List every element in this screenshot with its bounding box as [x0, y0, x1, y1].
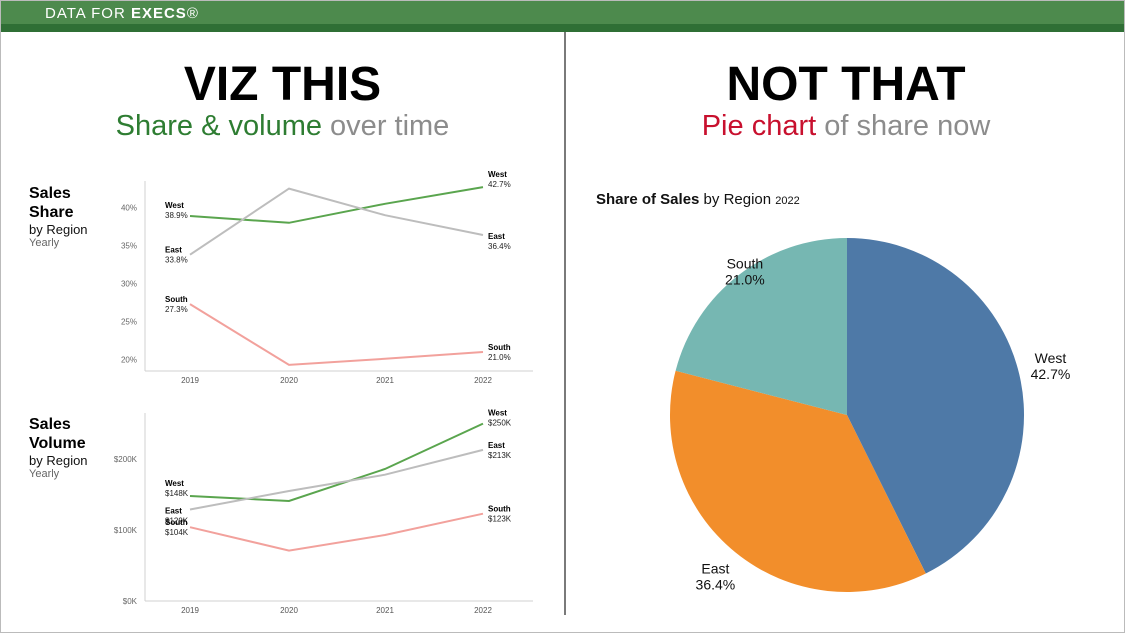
share-series-west-line: [189, 186, 484, 224]
volume-south-start-name: South: [165, 518, 188, 527]
share-series-south-line: [189, 303, 484, 366]
pie-title-rest: by Region: [699, 191, 776, 208]
pie-south-value: 21.0%: [725, 272, 765, 288]
share-line-chart: 20%25%30%35%40%2019 2020 2021 2022West38.9%…: [121, 170, 533, 385]
pie-slice-west: [847, 237, 1025, 574]
share-south-start-name: South: [165, 295, 188, 304]
pie-west-name: West: [1035, 350, 1067, 366]
volume-south-end-value: $123K: [488, 515, 512, 524]
brand-mark: ®: [186, 5, 199, 22]
share-east-start-name: East: [165, 246, 182, 255]
right-headline: NOT THAT: [726, 58, 966, 111]
volume-y-tick-label: $200K: [114, 455, 138, 464]
share-east-end-value: 36.4%: [488, 242, 511, 251]
volume-x-tick-label: 2021: [376, 606, 394, 615]
pie-south-name: South: [727, 256, 764, 272]
volume-series-south-line: [189, 512, 484, 552]
volume-y-tick-label: $0K: [123, 597, 138, 606]
brand-logo: DATA FOR EXECS®: [45, 5, 199, 22]
volume-series-east-line: [189, 448, 484, 511]
volume-title-line2: Volume: [29, 435, 86, 452]
volume-east-end-name: East: [488, 441, 505, 450]
share-title-line1: Sales: [29, 185, 71, 202]
volume-chart-title: Sales Volume: [29, 415, 86, 453]
volume-series-west-line: [189, 422, 484, 503]
share-chart-subtitle: by Region: [29, 222, 88, 237]
volume-east-start-value: $129K: [165, 516, 189, 525]
volume-east-start-name: East: [165, 506, 182, 515]
volume-chart-subtitle2: Yearly: [29, 468, 60, 480]
pie-west-value: 42.7%: [1031, 366, 1071, 382]
volume-west-start-value: $148K: [165, 489, 189, 498]
pie-slice-south: [675, 238, 847, 415]
share-x-tick-label: 2020: [280, 376, 298, 385]
right-subhead-highlight: Pie chart: [701, 110, 817, 142]
right-subhead-rest: of share now: [816, 110, 991, 142]
share-east-end-name: East: [488, 232, 505, 241]
volume-x-tick-label: 2020: [280, 606, 298, 615]
volume-title-line1: Sales: [29, 416, 71, 433]
left-subhead-rest: over time: [322, 110, 450, 142]
brand-prefix: DATA FOR: [45, 5, 131, 22]
panel-divider: [564, 32, 566, 615]
volume-west-start-name: West: [165, 479, 184, 488]
share-west-start-name: West: [165, 201, 184, 210]
share-y-tick-label: 35%: [121, 242, 137, 251]
share-y-tick-label: 20%: [121, 356, 137, 365]
volume-y-tick-label: $100K: [114, 526, 138, 535]
volume-west-end-value: $250K: [488, 419, 512, 428]
share-east-start-value: 33.8%: [165, 256, 188, 265]
share-x-tick-label: 2021: [376, 376, 394, 385]
pie-chart-title: Share of Sales by Region 2022: [596, 191, 800, 208]
share-west-end-name: West: [488, 170, 507, 179]
pie-slice-east: [669, 370, 926, 593]
left-subhead-highlight: Share & volume: [115, 110, 322, 142]
share-chart-subtitle2: Yearly: [29, 237, 60, 249]
share-west-end-value: 42.7%: [488, 180, 511, 189]
volume-west-end-name: West: [488, 409, 507, 418]
share-y-tick-label: 25%: [121, 318, 137, 327]
volume-east-end-value: $213K: [488, 451, 512, 460]
header-bar-accent: [1, 24, 1124, 32]
share-chart-title: Sales Share: [29, 184, 73, 222]
share-south-end-value: 21.0%: [488, 353, 511, 362]
share-x-tick-label: 2022: [474, 376, 492, 385]
pie-east-value: 36.4%: [696, 576, 736, 592]
brand-name: EXECS: [130, 5, 187, 22]
volume-chart-subtitle: by Region: [29, 453, 88, 468]
volume-south-start-value: $104K: [165, 528, 189, 537]
left-subhead: Share & volume over time: [1, 110, 564, 143]
share-series-east-line: [189, 187, 484, 256]
pie-east-name: East: [701, 560, 729, 576]
share-west-start-value: 38.9%: [165, 211, 188, 220]
share-x-tick-label: 2019: [181, 376, 199, 385]
right-subhead: Pie chart of share now: [566, 110, 1124, 143]
volume-x-tick-label: 2022: [474, 606, 492, 615]
share-south-end-name: South: [488, 343, 511, 352]
share-south-start-value: 27.3%: [165, 305, 188, 314]
share-y-tick-label: 40%: [121, 204, 137, 213]
share-title-line2: Share: [29, 204, 74, 221]
pie-title-bold: Share of Sales: [596, 191, 700, 208]
volume-x-tick-label: 2019: [181, 606, 199, 615]
volume-south-end-name: South: [488, 505, 511, 514]
pie-title-year: 2022: [775, 195, 800, 207]
left-headline: VIZ THIS: [183, 58, 382, 111]
share-y-tick-label: 30%: [121, 280, 137, 289]
